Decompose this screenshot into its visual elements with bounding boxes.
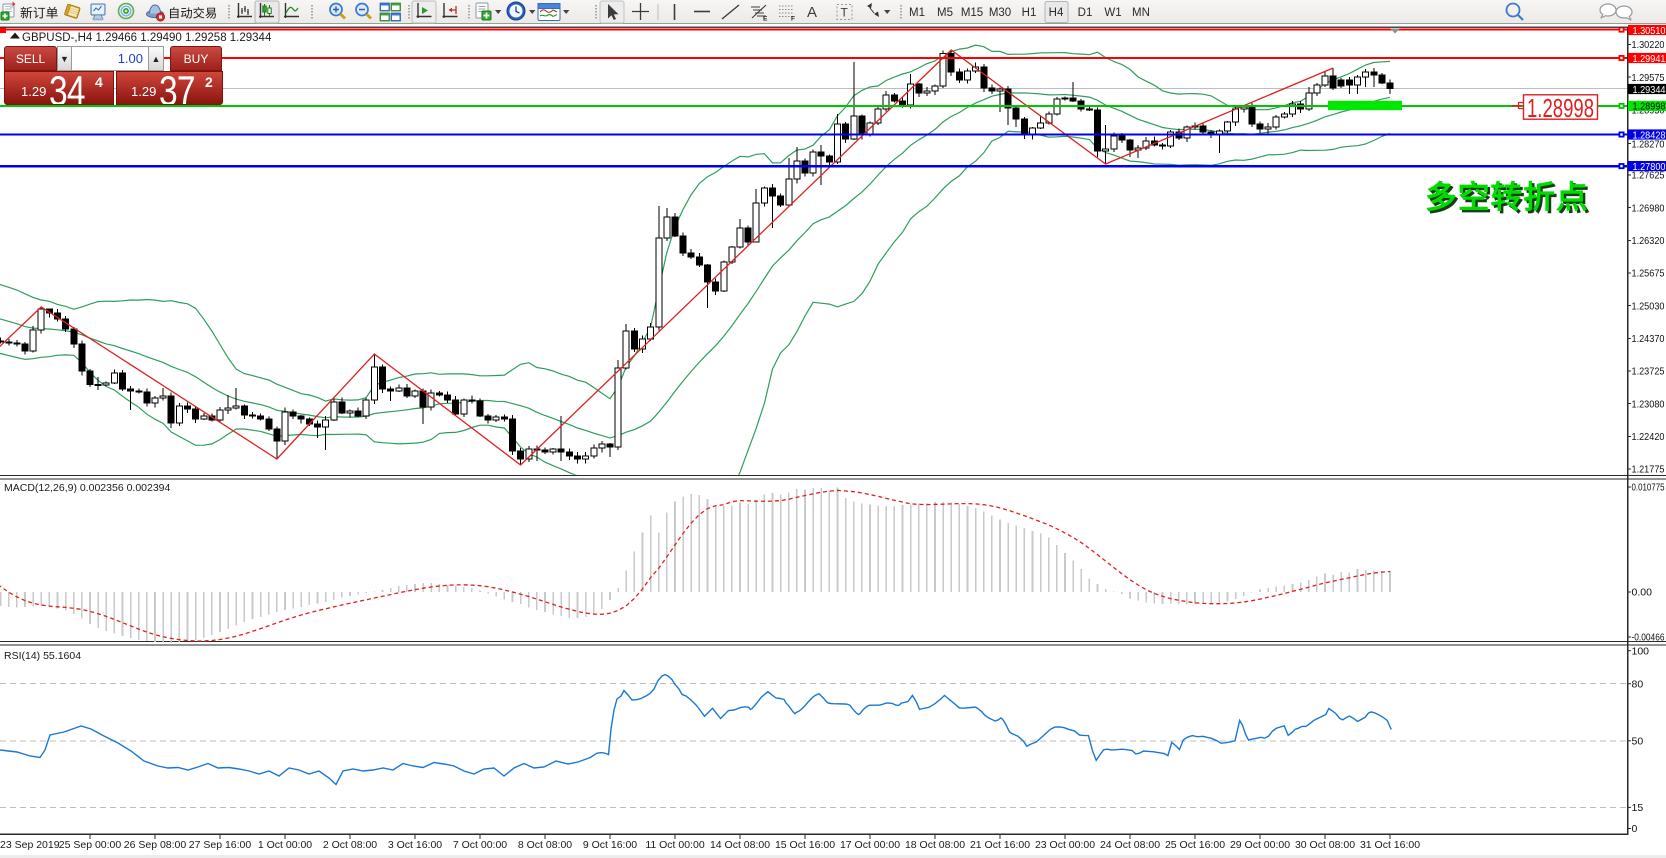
svg-text:21 Oct 16:00: 21 Oct 16:00 xyxy=(970,839,1030,851)
svg-text:D1: D1 xyxy=(1078,7,1093,19)
svg-text:GBPUSD-,H4 1.29466 1.29490 1.: GBPUSD-,H4 1.29466 1.29490 1.29258 1.293… xyxy=(22,32,272,44)
svg-text:100: 100 xyxy=(1632,645,1650,657)
svg-text:25 Oct 16:00: 25 Oct 16:00 xyxy=(1165,839,1225,851)
svg-text:1.22420: 1.22420 xyxy=(1632,431,1665,443)
svg-text:-0.00466: -0.00466 xyxy=(1632,632,1665,644)
svg-text:MN: MN xyxy=(1132,7,1150,19)
svg-text:30 Oct 08:00: 30 Oct 08:00 xyxy=(1295,839,1355,851)
svg-text:17 Oct 00:00: 17 Oct 00:00 xyxy=(840,839,900,851)
svg-text:1.21775: 1.21775 xyxy=(1632,464,1665,476)
svg-text:1.30220: 1.30220 xyxy=(1632,39,1665,51)
svg-text:14 Oct 08:00: 14 Oct 08:00 xyxy=(710,839,770,851)
svg-text:2 Oct 08:00: 2 Oct 08:00 xyxy=(323,839,377,851)
svg-text:29 Oct 00:00: 29 Oct 00:00 xyxy=(1230,839,1290,851)
svg-text:0.00: 0.00 xyxy=(1632,587,1653,599)
svg-text:9 Oct 16:00: 9 Oct 16:00 xyxy=(583,839,637,851)
svg-text:1.30510: 1.30510 xyxy=(1633,25,1666,37)
svg-text:15 Oct 16:00: 15 Oct 16:00 xyxy=(775,839,835,851)
svg-text:E: E xyxy=(763,16,768,23)
svg-text:1.26980: 1.26980 xyxy=(1632,202,1665,214)
svg-text:1.28270: 1.28270 xyxy=(1632,138,1665,150)
svg-text:31 Oct 16:00: 31 Oct 16:00 xyxy=(1360,839,1420,851)
svg-text:1.23725: 1.23725 xyxy=(1632,366,1665,378)
svg-text:1 Oct 00:00: 1 Oct 00:00 xyxy=(258,839,312,851)
svg-text:1.27625: 1.27625 xyxy=(1632,170,1665,182)
svg-text:11 Oct 00:00: 11 Oct 00:00 xyxy=(645,839,705,851)
svg-text:1.25675: 1.25675 xyxy=(1632,268,1665,280)
svg-text:M5: M5 xyxy=(937,7,953,19)
svg-text:26 Sep 08:00: 26 Sep 08:00 xyxy=(124,839,187,851)
svg-text:M30: M30 xyxy=(989,7,1011,19)
svg-text:H4: H4 xyxy=(1049,7,1064,19)
svg-text:A: A xyxy=(807,4,817,21)
svg-text:M1: M1 xyxy=(909,7,925,19)
svg-text:7 Oct 00:00: 7 Oct 00:00 xyxy=(453,839,507,851)
svg-text:15: 15 xyxy=(1632,802,1644,814)
svg-text:23 Oct 00:00: 23 Oct 00:00 xyxy=(1035,839,1095,851)
svg-text:T: T xyxy=(841,6,849,20)
svg-text:0: 0 xyxy=(1632,823,1638,835)
svg-text:W1: W1 xyxy=(1104,7,1121,19)
svg-text:1.28998: 1.28998 xyxy=(1633,101,1666,113)
svg-text:24 Oct 08:00: 24 Oct 08:00 xyxy=(1100,839,1160,851)
svg-text:25 Sep 00:00: 25 Sep 00:00 xyxy=(59,839,122,851)
svg-text:18 Oct 08:00: 18 Oct 08:00 xyxy=(905,839,965,851)
svg-text:RSI(14) 55.1604: RSI(14) 55.1604 xyxy=(4,650,81,662)
svg-text:27 Sep 16:00: 27 Sep 16:00 xyxy=(189,839,252,851)
svg-text:MACD(12,26,9) 0.002356 0.00239: MACD(12,26,9) 0.002356 0.002394 xyxy=(4,482,171,494)
svg-text:1.28428: 1.28428 xyxy=(1633,129,1666,141)
svg-text:8 Oct 08:00: 8 Oct 08:00 xyxy=(518,839,572,851)
svg-text:1.23080: 1.23080 xyxy=(1632,398,1665,410)
svg-text:F: F xyxy=(791,16,795,23)
svg-text:80: 80 xyxy=(1632,678,1644,690)
svg-text:H1: H1 xyxy=(1022,7,1037,19)
svg-text:1.29941: 1.29941 xyxy=(1633,53,1666,65)
svg-text:1.29344: 1.29344 xyxy=(1633,84,1666,96)
svg-text:M15: M15 xyxy=(961,7,983,19)
svg-text:1.24370: 1.24370 xyxy=(1632,333,1665,345)
svg-text:50: 50 xyxy=(1632,736,1644,748)
svg-text:3 Oct 16:00: 3 Oct 16:00 xyxy=(388,839,442,851)
svg-text:1.25030: 1.25030 xyxy=(1632,300,1665,312)
svg-text:1.29575: 1.29575 xyxy=(1632,72,1665,84)
svg-text:1.28998: 1.28998 xyxy=(1527,93,1594,123)
svg-text:1.27800: 1.27800 xyxy=(1633,161,1666,173)
svg-text:0.010775: 0.010775 xyxy=(1632,482,1665,494)
svg-text:1.26320: 1.26320 xyxy=(1632,235,1665,247)
svg-text:23 Sep 2019: 23 Sep 2019 xyxy=(0,839,60,851)
